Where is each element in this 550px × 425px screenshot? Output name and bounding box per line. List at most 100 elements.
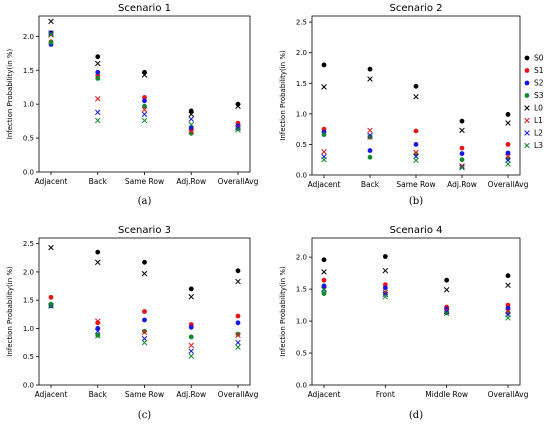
point-L3 [505, 315, 511, 321]
point-L3 [48, 303, 54, 309]
panel-caption: (d) [409, 410, 423, 421]
point-L3 [413, 157, 419, 164]
point-S2 [459, 151, 465, 156]
x-tick-label: Adjacent [308, 390, 341, 399]
point-L0 [48, 18, 54, 25]
point-L0 [367, 76, 373, 82]
x-tick-label: Adj.Row [447, 180, 477, 189]
point-L3 [321, 156, 327, 163]
point-S2 [142, 317, 147, 323]
legend-item-S0: S0 [524, 54, 544, 63]
legend-marker-S2 [524, 80, 530, 86]
point-L3 [188, 121, 195, 128]
point-L1 [141, 329, 148, 336]
chart-title: Scenario 1 [118, 3, 171, 14]
legend-item-S2: S2 [524, 79, 544, 88]
point-L3 [235, 344, 241, 350]
point-L3 [505, 161, 511, 167]
legend-label-L0: L0 [534, 104, 543, 113]
point-S2 [505, 150, 511, 156]
legend-item-S1: S1 [524, 66, 544, 75]
point-L3 [459, 164, 465, 171]
panel-caption: (a) [138, 196, 152, 207]
y-axis-label: Infection Probability(in %) [279, 50, 287, 141]
point-L2 [235, 125, 241, 131]
point-S0 [367, 66, 373, 72]
point-L3 [48, 31, 54, 38]
x-tick-label: Middle Row [425, 390, 468, 399]
legend-label-L1: L1 [534, 116, 543, 125]
point-L0 [382, 267, 389, 274]
point-L3 [235, 127, 241, 133]
y-tick-label: 1.5 [23, 67, 34, 75]
legend-marker-L2 [524, 130, 530, 136]
point-L2 [141, 335, 148, 342]
point-S1 [142, 94, 147, 100]
y-tick-label: 1.5 [296, 80, 307, 88]
x-tick-label: Adj.Row [176, 390, 206, 399]
point-S1 [235, 313, 241, 319]
point-S2 [188, 324, 194, 330]
y-tick-label: 1.0 [296, 110, 307, 118]
point-S0 [459, 118, 465, 124]
point-L0 [94, 259, 101, 266]
point-L0 [321, 84, 327, 90]
point-L3 [94, 117, 101, 124]
point-S0 [505, 273, 511, 279]
y-tick-label: 0.5 [23, 353, 34, 361]
point-L0 [48, 244, 54, 251]
y-tick-label: 2.0 [296, 49, 307, 57]
chart-title: Scenario 4 [389, 225, 442, 236]
y-axis-label: Infection Probability(in %) [6, 266, 14, 357]
chart-panel-1: Scenario 1 0.0 0.5 1.0 1.5 2.0 Infection Proba… [6, 3, 259, 207]
point-L2 [141, 111, 148, 118]
plot-frame [311, 15, 521, 176]
point-S0 [321, 257, 327, 263]
point-L2 [48, 30, 54, 36]
point-S0 [188, 108, 194, 114]
chart-title: Scenario 2 [389, 3, 442, 14]
point-L0 [413, 93, 419, 100]
legend-marker-L3 [524, 142, 530, 149]
legend-marker-S0 [524, 55, 530, 61]
point-S1 [459, 145, 465, 151]
y-axis-label: Infection Probability(in %) [279, 266, 287, 357]
legend-item-L3: L3 [524, 141, 543, 150]
point-L0 [94, 60, 101, 67]
panel-caption: (c) [138, 410, 152, 421]
y-tick-label: 2.0 [23, 268, 34, 276]
point-S3 [321, 132, 327, 138]
point-L3 [94, 333, 101, 339]
x-tick-label: Back [89, 390, 108, 399]
y-tick-label: 1.5 [23, 297, 34, 305]
y-tick-label: 0.5 [296, 350, 307, 358]
point-L2 [235, 339, 241, 346]
point-L3 [141, 339, 148, 346]
legend-item-L0: L0 [524, 104, 543, 113]
point-S0 [95, 249, 101, 255]
legend-marker-L0 [524, 105, 530, 111]
point-S0 [188, 286, 194, 292]
legend-label-S3: S3 [534, 91, 544, 100]
legend-marker-L1 [524, 117, 530, 124]
point-L1 [459, 163, 465, 169]
point-L3 [188, 353, 195, 359]
y-tick-label: 1.0 [23, 101, 34, 109]
y-tick-label: 2.0 [23, 33, 34, 41]
point-S1 [142, 309, 147, 314]
point-L3 [382, 294, 389, 300]
point-S0 [382, 254, 388, 259]
point-L1 [321, 149, 327, 155]
point-L2 [188, 348, 195, 354]
x-tick-label: Front [376, 390, 395, 399]
y-tick-label: 1.5 [296, 286, 307, 294]
legend: S0 S1 S2 S3 L0 L1 L2 L3 [524, 54, 544, 150]
point-L3 [367, 134, 373, 140]
plot-frame [38, 15, 251, 173]
point-S3 [95, 76, 101, 81]
point-L1 [188, 342, 195, 349]
x-tick-label: OverallAvg [488, 390, 529, 399]
point-S2 [382, 285, 388, 291]
point-S0 [235, 268, 241, 274]
legend-label-S0: S0 [534, 54, 544, 63]
